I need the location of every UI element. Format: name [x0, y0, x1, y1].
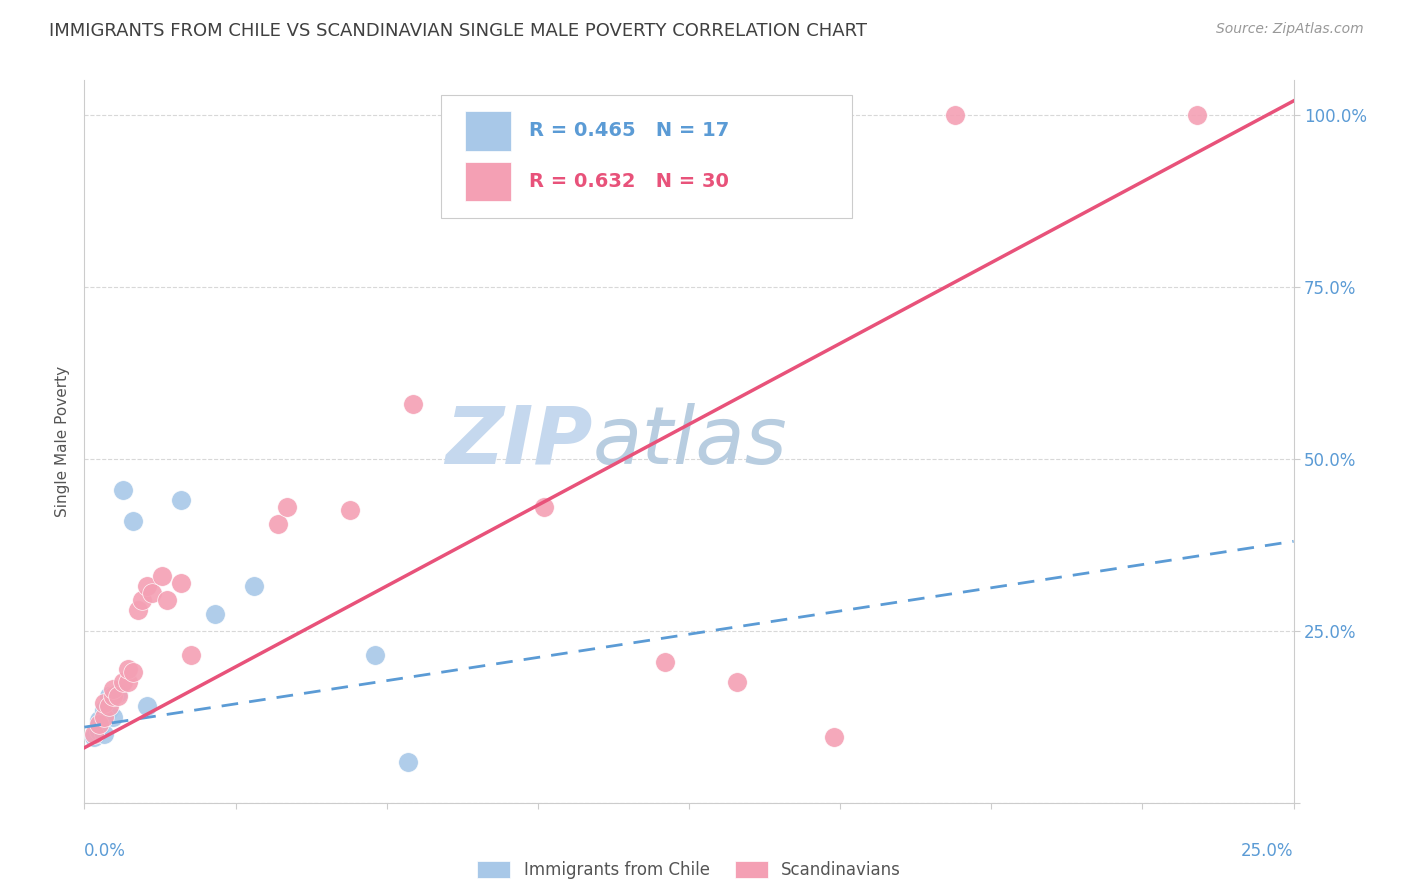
Point	[180, 648, 202, 662]
Point	[943, 108, 966, 122]
FancyBboxPatch shape	[465, 161, 512, 202]
Text: Source: ZipAtlas.com: Source: ZipAtlas.com	[1216, 22, 1364, 37]
Point	[242, 579, 264, 593]
Point	[170, 575, 193, 590]
Text: ZIP: ZIP	[444, 402, 592, 481]
Point	[107, 686, 129, 700]
FancyBboxPatch shape	[441, 95, 852, 218]
Point	[339, 503, 361, 517]
Point	[136, 699, 159, 714]
Point	[363, 648, 385, 662]
Text: IMMIGRANTS FROM CHILE VS SCANDINAVIAN SINGLE MALE POVERTY CORRELATION CHART: IMMIGRANTS FROM CHILE VS SCANDINAVIAN SI…	[49, 22, 868, 40]
Point	[97, 703, 120, 717]
Legend: Immigrants from Chile, Scandinavians: Immigrants from Chile, Scandinavians	[470, 855, 908, 886]
Point	[533, 500, 555, 514]
Point	[276, 500, 298, 514]
Point	[127, 603, 149, 617]
Point	[93, 710, 115, 724]
Point	[87, 716, 110, 731]
Point	[103, 689, 125, 703]
Point	[93, 703, 115, 717]
Point	[93, 696, 115, 710]
Point	[83, 731, 105, 745]
Text: atlas: atlas	[592, 402, 787, 481]
Point	[131, 592, 153, 607]
Text: R = 0.465   N = 17: R = 0.465 N = 17	[529, 121, 730, 140]
Point	[823, 731, 845, 745]
Point	[654, 655, 676, 669]
Point	[107, 689, 129, 703]
Point	[121, 514, 143, 528]
Point	[725, 675, 748, 690]
Point	[141, 586, 163, 600]
Point	[117, 662, 139, 676]
Point	[267, 517, 290, 532]
Text: 0.0%: 0.0%	[84, 842, 127, 860]
Point	[402, 397, 425, 411]
Point	[112, 483, 135, 497]
Point	[121, 665, 143, 679]
Point	[103, 710, 125, 724]
Point	[83, 727, 105, 741]
Point	[136, 579, 159, 593]
Text: R = 0.632   N = 30: R = 0.632 N = 30	[529, 172, 730, 191]
Point	[1185, 108, 1208, 122]
Point	[396, 755, 419, 769]
Y-axis label: Single Male Poverty: Single Male Poverty	[55, 366, 70, 517]
Point	[93, 727, 115, 741]
Point	[97, 699, 120, 714]
Point	[117, 675, 139, 690]
Text: 25.0%: 25.0%	[1241, 842, 1294, 860]
Point	[204, 607, 226, 621]
Point	[87, 723, 110, 738]
FancyBboxPatch shape	[465, 111, 512, 151]
Point	[170, 493, 193, 508]
Point	[112, 675, 135, 690]
Point	[87, 713, 110, 727]
Point	[150, 568, 173, 582]
Point	[155, 592, 177, 607]
Point	[97, 689, 120, 703]
Point	[103, 682, 125, 697]
